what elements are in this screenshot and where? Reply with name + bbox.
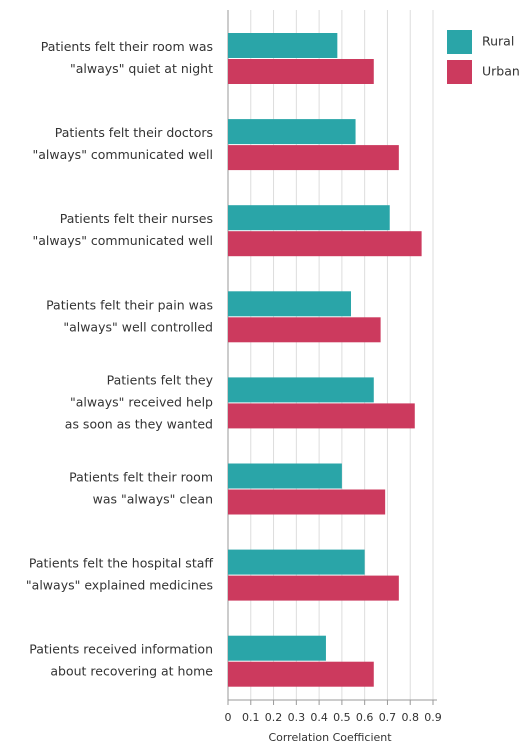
bar — [228, 489, 386, 515]
y-tick-label: Patients felt their doctors "always" comm… — [33, 125, 213, 162]
label-line: Patients received information — [29, 641, 213, 656]
bar — [228, 463, 342, 489]
label-line: "always" quiet at night — [70, 61, 213, 76]
bar — [228, 205, 390, 231]
bar — [228, 377, 374, 403]
label-line: Patients felt their room was — [41, 39, 213, 54]
label-line: Patients felt their room — [69, 469, 213, 484]
x-tick-label: 0.6 — [356, 711, 374, 724]
y-tick-label: Patients felt their room was "always" qui… — [41, 39, 213, 76]
label-line: Patients felt their nurses — [60, 211, 213, 226]
label-line: about recovering at home — [50, 663, 213, 678]
y-tick-label: Patients felt their room was "always" cle… — [69, 469, 213, 506]
bar — [228, 575, 399, 601]
legend-label: Rural — [482, 34, 514, 49]
label-line: Patients felt their doctors — [55, 125, 213, 140]
x-tick-label: 0.1 — [242, 711, 260, 724]
bar — [228, 635, 326, 661]
bar — [228, 59, 374, 84]
legend-swatch — [447, 60, 472, 84]
label-line: Patients felt their pain was — [46, 297, 213, 312]
x-tick-label: 0 — [225, 711, 232, 724]
bar — [228, 291, 351, 317]
y-tick-label: Patients felt they "always" received help… — [65, 372, 214, 431]
bar — [228, 33, 338, 58]
label-line: Patients felt they — [107, 372, 214, 387]
y-tick-label: Patients felt their nurses "always" commu… — [33, 211, 213, 248]
bar — [228, 317, 381, 343]
label-line: was "always" clean — [93, 491, 213, 506]
x-tick-label: 0.9 — [424, 711, 442, 724]
bar — [228, 661, 374, 687]
bar — [228, 549, 365, 575]
label-line: "always" well controlled — [63, 319, 213, 334]
bar — [228, 145, 399, 171]
y-tick-label: Patients received information about recov… — [29, 641, 213, 678]
legend-label: Urban — [482, 64, 520, 79]
label-line: "always" received help — [70, 394, 213, 409]
bar — [228, 119, 356, 145]
x-tick-label: 0.7 — [379, 711, 397, 724]
x-tick-label: 0.5 — [333, 711, 351, 724]
label-line: as soon as they wanted — [65, 416, 213, 431]
label-line: "always" communicated well — [33, 147, 213, 162]
x-tick-label: 0.8 — [401, 711, 419, 724]
label-line: "always" explained medicines — [26, 577, 213, 592]
label-line: Patients felt the hospital staff — [29, 555, 214, 570]
x-tick-label: 0.2 — [265, 711, 283, 724]
x-tick-label: 0.3 — [288, 711, 306, 724]
legend-swatch — [447, 30, 472, 54]
y-tick-label: Patients felt the hospital staff "always"… — [26, 555, 213, 592]
label-line: "always" communicated well — [33, 233, 213, 248]
bar — [228, 403, 415, 429]
y-tick-label: Patients felt their pain was "always" wel… — [46, 297, 213, 334]
x-axis-label: Correlation Coefficient — [268, 731, 392, 744]
x-tick-label: 0.4 — [310, 711, 328, 724]
bar — [228, 231, 422, 257]
